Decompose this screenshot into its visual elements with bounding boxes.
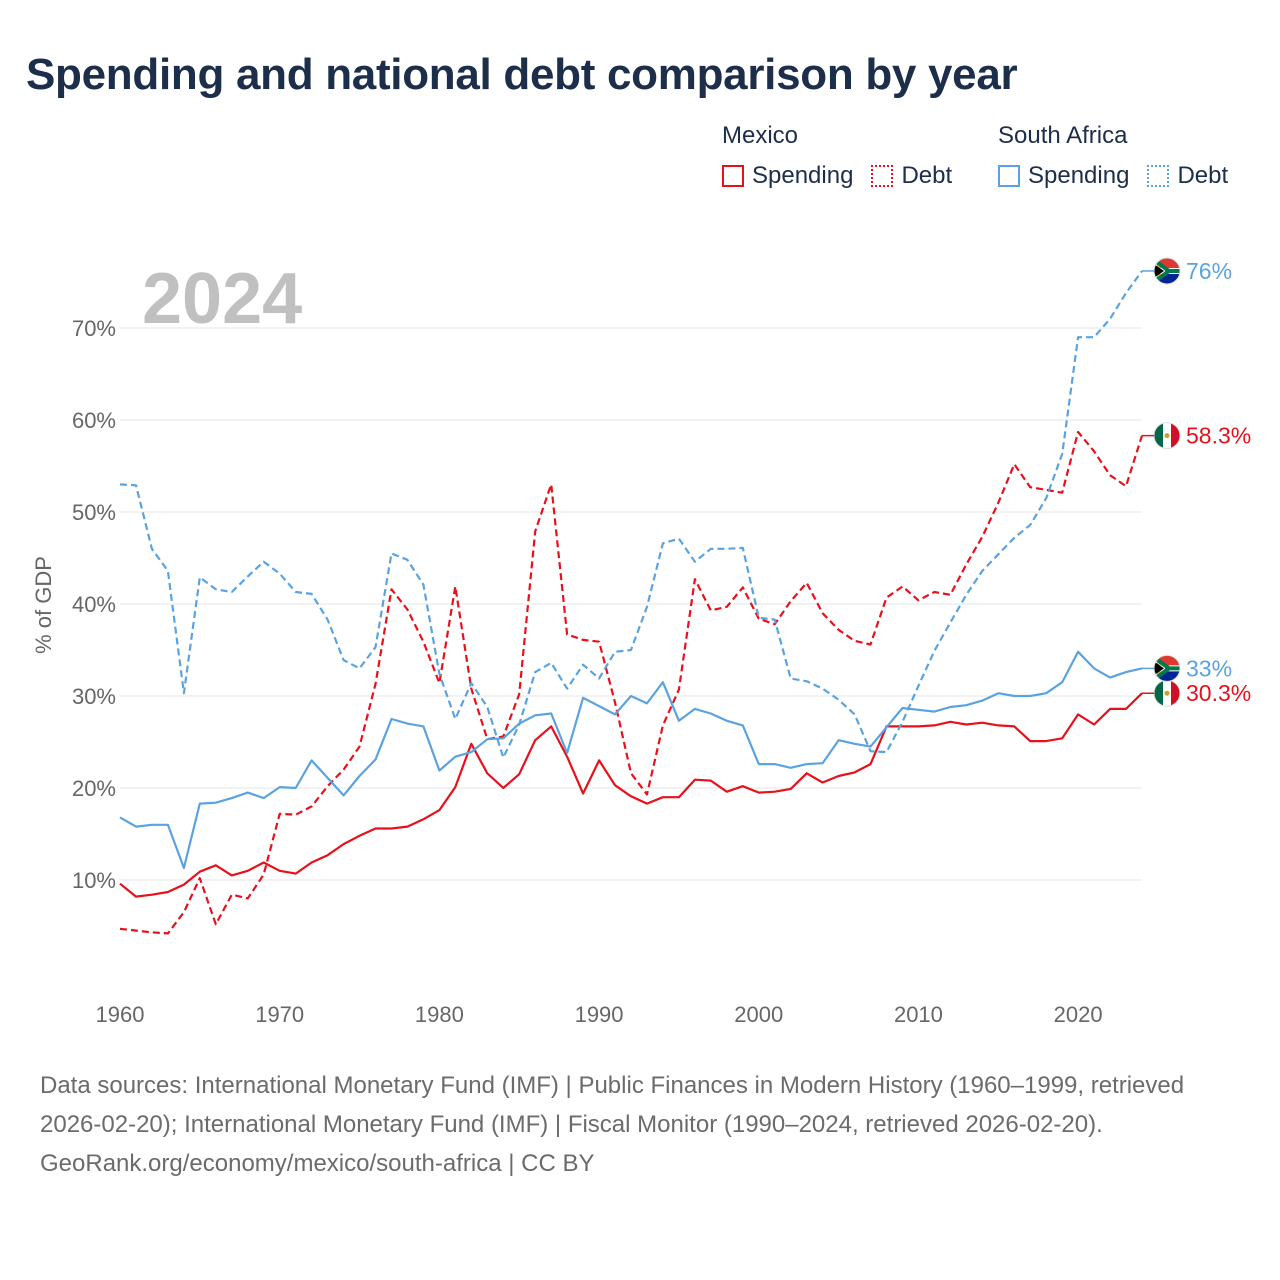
x-tick-label: 2000 [734, 1002, 783, 1027]
y-tick-label: 40% [72, 592, 116, 617]
x-tick-label: 1980 [415, 1002, 464, 1027]
legend-label: Debt [1177, 162, 1229, 189]
flag-marker-mexico [1153, 422, 1181, 450]
legend-south-africa: South Africa Spending Debt [998, 122, 1246, 190]
end-value-label: 30.3% [1186, 680, 1251, 706]
series-line-mexico-spending [119, 692, 1143, 898]
legend-south-africa-spending[interactable]: Spending [998, 162, 1129, 190]
data-sources: Data sources: International Monetary Fun… [40, 1072, 1185, 1138]
y-tick-label: 60% [72, 408, 116, 433]
x-tick-label: 1990 [575, 1002, 624, 1027]
flag-icon [1154, 257, 1180, 284]
legend-label: Spending [752, 162, 854, 189]
flag-icon [1154, 655, 1180, 682]
series-end-markers: 30.3% 58.3% 33% 76% [1142, 257, 1251, 707]
legend-mexico: Mexico Spending Debt [722, 122, 970, 190]
legend-swatch-dotted-blue [1147, 165, 1170, 187]
flag-band [1154, 263, 1164, 278]
legend-south-africa-debt[interactable]: Debt [1147, 162, 1228, 190]
legend-label: Debt [901, 162, 953, 189]
series-line-south-africa-debt [119, 270, 1143, 759]
legend-south-africa-title: South Africa [998, 122, 1128, 149]
end-value-label: 58.3% [1186, 423, 1251, 449]
end-value-label: 76% [1186, 258, 1232, 284]
attribution[interactable]: GeoRank.org/economy/mexico/south-africa … [40, 1150, 595, 1177]
legend-swatch-dotted-red [871, 165, 894, 187]
x-tick-label: 1960 [96, 1002, 145, 1027]
y-tick-label: 30% [72, 684, 116, 709]
flag-stripe [1154, 422, 1163, 449]
flag-marker-mexico [1153, 679, 1181, 707]
y-tick-label: 70% [72, 316, 116, 341]
flag-stripe [1171, 680, 1180, 707]
series-lines [119, 270, 1144, 935]
flag-icon [1154, 680, 1180, 707]
y-tick-label: 20% [72, 776, 116, 801]
series-line-south-africa-spending [119, 650, 1143, 870]
x-tick-label: 2010 [894, 1002, 943, 1027]
x-tick-label: 2020 [1054, 1002, 1103, 1027]
year-watermark: 2024 [142, 259, 302, 339]
x-axis-ticks: 1960 1970 1980 1990 2000 2010 2020 [96, 1002, 1103, 1027]
y-axis-ticks: 10% 20% 30% 40% 50% 60% 70% [72, 316, 116, 893]
chart-title: Spending and national debt comparison by… [26, 50, 1018, 99]
legend-mexico-title: Mexico [722, 122, 799, 149]
flag-stripe [1171, 422, 1180, 449]
y-tick-label: 10% [72, 868, 116, 893]
end-value-label: 33% [1186, 655, 1232, 681]
x-tick-label: 1970 [255, 1002, 304, 1027]
y-tick-label: 50% [72, 500, 116, 525]
legend-mexico-spending[interactable]: Spending [722, 162, 853, 190]
flag-band [1154, 661, 1164, 676]
flag-emblem [1164, 433, 1170, 439]
legend-label: Spending [1028, 162, 1130, 189]
footer: Data sources: International Monetary Fun… [40, 1066, 1240, 1183]
legend-swatch-solid-blue [998, 165, 1020, 187]
flag-marker-south-africa [1153, 257, 1181, 285]
flag-icon [1154, 422, 1180, 449]
flag-emblem [1164, 690, 1170, 696]
legend-swatch-solid-red [722, 165, 744, 187]
flag-marker-south-africa [1153, 654, 1181, 682]
legend-mexico-debt[interactable]: Debt [871, 162, 952, 190]
line-chart: 2024 % of GDP 10% 20% 30% 40% 50% 60% 70% 1960… [31, 257, 1251, 1027]
y-axis-label: % of GDP [31, 556, 56, 654]
flag-stripe [1154, 680, 1163, 707]
series-line-mexico-debt [119, 430, 1144, 935]
